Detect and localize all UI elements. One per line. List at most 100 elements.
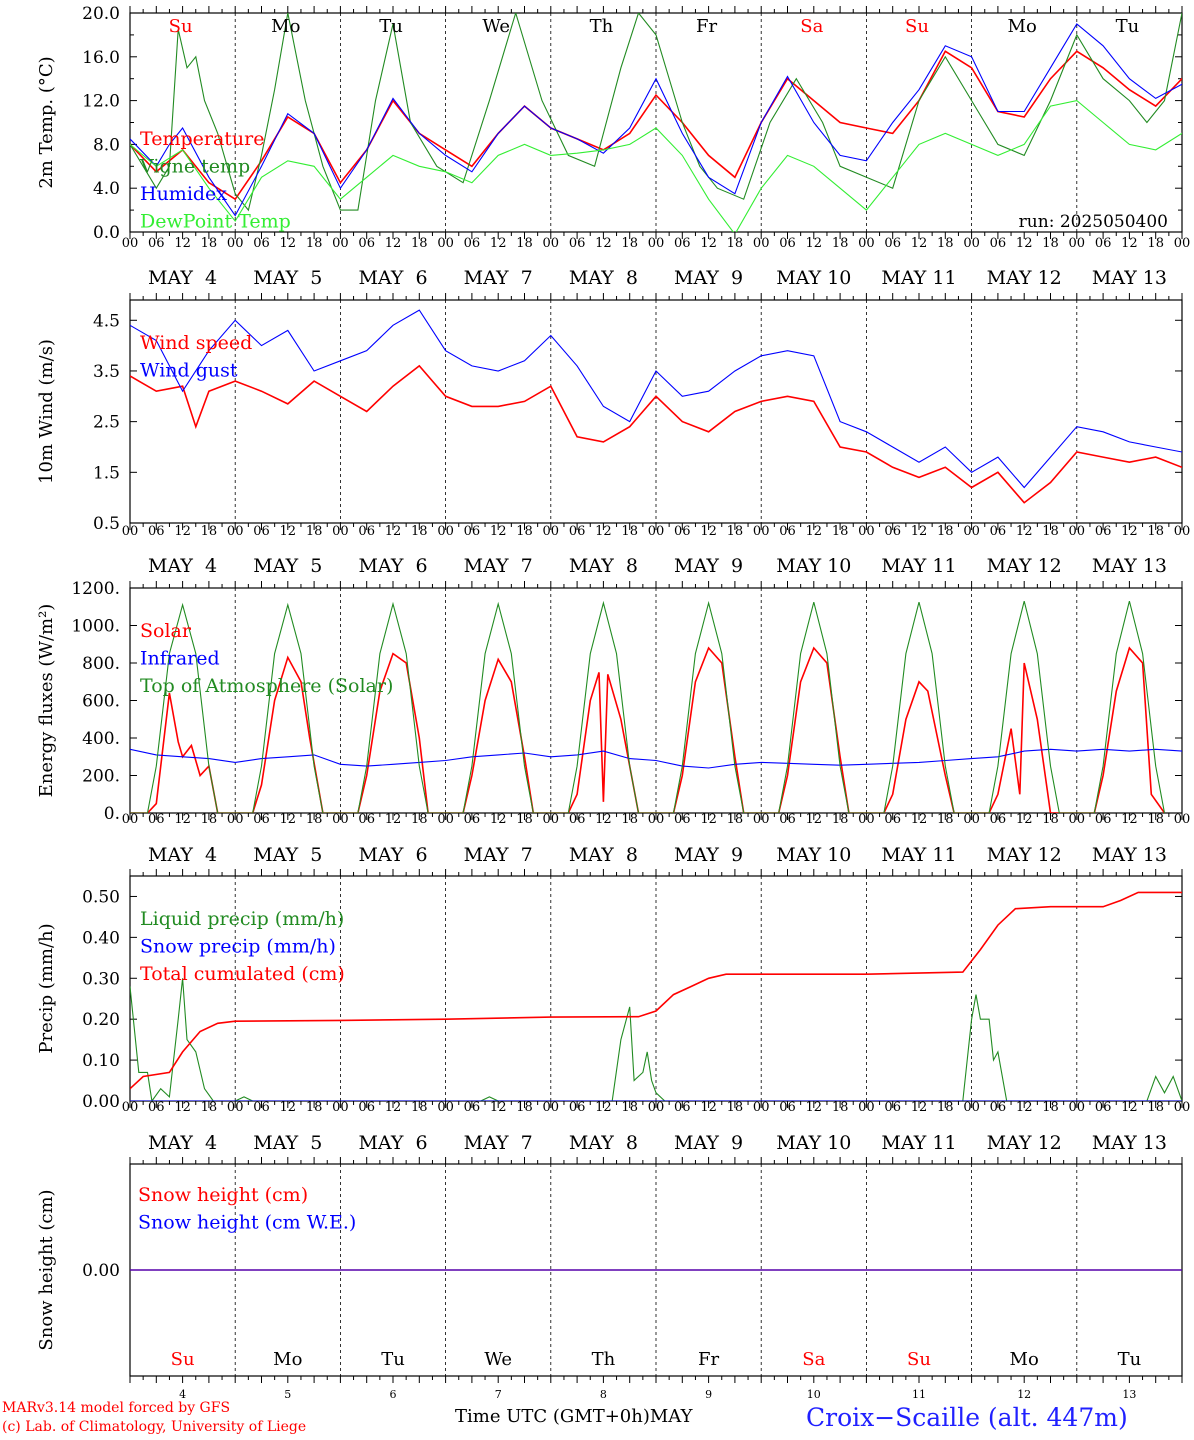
date-label: MAY 13 bbox=[1092, 555, 1167, 577]
hour-tick-label: 00 bbox=[1069, 1100, 1086, 1115]
hour-tick-label: 06 bbox=[990, 812, 1007, 827]
hour-tick-label: 12 bbox=[385, 812, 402, 827]
hour-tick-label: 00 bbox=[122, 524, 139, 539]
y-axis-label: 10m Wind (m/s) bbox=[36, 339, 57, 484]
panel-2: 0.5 1.5 2.5 3.5 4.5 10m Wind (m/s) Wind speed W… bbox=[36, 293, 1191, 577]
hour-tick-label: 00 bbox=[963, 1100, 980, 1115]
hour-tick-label: 06 bbox=[148, 1100, 165, 1115]
date-label: MAY 7 bbox=[464, 1132, 533, 1154]
series-line-1 bbox=[130, 978, 1182, 1101]
weekday-label: Fr bbox=[698, 1349, 719, 1370]
hour-tick-label: 18 bbox=[832, 236, 849, 251]
hour-tick-label: 00 bbox=[648, 236, 665, 251]
hour-tick-label: 12 bbox=[1121, 1100, 1138, 1115]
hour-tick-label: 06 bbox=[253, 812, 270, 827]
day-number-label: 12 bbox=[1017, 1388, 1031, 1401]
hour-tick-label: 18 bbox=[1042, 812, 1059, 827]
hour-tick-label: 00 bbox=[1174, 524, 1191, 539]
panel-frame bbox=[129, 587, 1183, 814]
date-label: MAY 8 bbox=[569, 844, 638, 866]
hour-tick-label: 00 bbox=[858, 524, 875, 539]
date-label: MAY 13 bbox=[1092, 267, 1167, 289]
panel-4: 0.00 0.10 0.20 0.30 0.40 0.50 Precip (mm/h) Liq… bbox=[36, 869, 1191, 1154]
hour-tick-label: 00 bbox=[1174, 1100, 1191, 1115]
series-line-2 bbox=[130, 309, 1182, 489]
date-label: MAY 9 bbox=[674, 555, 743, 577]
y-tick-label: 0.00 bbox=[82, 1092, 120, 1112]
hour-tick-label: 06 bbox=[674, 1100, 691, 1115]
hour-tick-label: 12 bbox=[700, 236, 717, 251]
legend-entry: Vigne temp bbox=[139, 156, 250, 178]
hour-tick-label: 18 bbox=[201, 812, 218, 827]
y-tick-label: 1.5 bbox=[93, 463, 120, 483]
hour-tick-label: 00 bbox=[332, 1100, 349, 1115]
hour-tick-label: 06 bbox=[779, 812, 796, 827]
hour-tick-label: 18 bbox=[727, 812, 744, 827]
date-label: MAY 8 bbox=[569, 267, 638, 289]
hour-tick-label: 12 bbox=[280, 1100, 297, 1115]
hour-tick-label: 00 bbox=[648, 1100, 665, 1115]
hour-tick-label: 00 bbox=[437, 1100, 454, 1115]
hour-tick-label: 00 bbox=[858, 1100, 875, 1115]
hour-tick-label: 00 bbox=[1069, 812, 1086, 827]
day-number-label: 13 bbox=[1122, 1388, 1136, 1401]
y-tick-label: 0.50 bbox=[82, 887, 120, 907]
day-number-label: 7 bbox=[495, 1388, 502, 1401]
hour-tick-label: 06 bbox=[1095, 1100, 1112, 1115]
hour-tick-label: 00 bbox=[543, 812, 560, 827]
date-label: MAY 4 bbox=[148, 267, 217, 289]
hour-tick-label: 18 bbox=[937, 812, 954, 827]
hour-tick-label: 18 bbox=[411, 812, 428, 827]
hour-tick-label: 12 bbox=[174, 812, 191, 827]
hour-tick-label: 18 bbox=[1147, 812, 1164, 827]
hour-tick-label: 12 bbox=[174, 1100, 191, 1115]
hour-tick-label: 12 bbox=[1016, 812, 1033, 827]
weekday-label: Su bbox=[907, 1349, 931, 1370]
y-tick-label: 1000. bbox=[71, 617, 120, 637]
hour-tick-label: 12 bbox=[385, 524, 402, 539]
hour-tick-label: 12 bbox=[490, 524, 507, 539]
hour-tick-label: 06 bbox=[569, 236, 586, 251]
day-number-label: 5 bbox=[284, 1388, 291, 1401]
y-tick-label: 400. bbox=[82, 729, 120, 749]
hour-tick-label: 06 bbox=[779, 1100, 796, 1115]
day-number-label: 4 bbox=[179, 1388, 186, 1401]
hour-tick-label: 06 bbox=[884, 812, 901, 827]
hour-tick-label: 06 bbox=[464, 1100, 481, 1115]
hour-tick-label: 18 bbox=[832, 1100, 849, 1115]
y-tick-label: 0.00 bbox=[82, 1261, 120, 1281]
hour-tick-label: 18 bbox=[1042, 524, 1059, 539]
date-label: MAY 8 bbox=[569, 555, 638, 577]
panel-5: 0.00 Snow height (cm) Snow height (cm) Snow… bbox=[36, 1157, 1183, 1401]
date-label: MAY 12 bbox=[987, 267, 1062, 289]
hour-tick-label: 12 bbox=[1121, 524, 1138, 539]
hour-tick-label: 18 bbox=[516, 1100, 533, 1115]
hour-tick-label: 18 bbox=[411, 1100, 428, 1115]
hour-tick-label: 18 bbox=[1147, 236, 1164, 251]
date-label: MAY 9 bbox=[674, 844, 743, 866]
legend-entry: Infrared bbox=[140, 648, 220, 670]
legend-entry: Humidex bbox=[140, 183, 227, 205]
hour-tick-label: 18 bbox=[201, 1100, 218, 1115]
legend-entry: DewPoint Temp bbox=[140, 211, 291, 233]
weekday-label: Tu bbox=[379, 16, 403, 37]
hour-tick-label: 06 bbox=[253, 524, 270, 539]
hour-tick-label: 00 bbox=[543, 236, 560, 251]
weekday-label: Tu bbox=[1118, 1349, 1142, 1370]
hour-tick-label: 12 bbox=[174, 236, 191, 251]
date-label: MAY 11 bbox=[881, 1132, 956, 1154]
hour-tick-label: 12 bbox=[806, 524, 823, 539]
weekday-label: Mo bbox=[273, 1349, 302, 1370]
hour-tick-label: 18 bbox=[621, 236, 638, 251]
hour-tick-label: 18 bbox=[1147, 524, 1164, 539]
hour-tick-label: 00 bbox=[753, 1100, 770, 1115]
date-label: MAY 12 bbox=[987, 555, 1062, 577]
hour-tick-label: 06 bbox=[990, 236, 1007, 251]
hour-tick-label: 06 bbox=[148, 236, 165, 251]
weekday-label: Th bbox=[592, 1349, 616, 1370]
hour-tick-label: 18 bbox=[621, 1100, 638, 1115]
date-label: MAY 9 bbox=[674, 1132, 743, 1154]
hour-tick-label: 18 bbox=[1042, 1100, 1059, 1115]
hour-tick-label: 06 bbox=[884, 1100, 901, 1115]
date-label: MAY 4 bbox=[148, 1132, 217, 1154]
